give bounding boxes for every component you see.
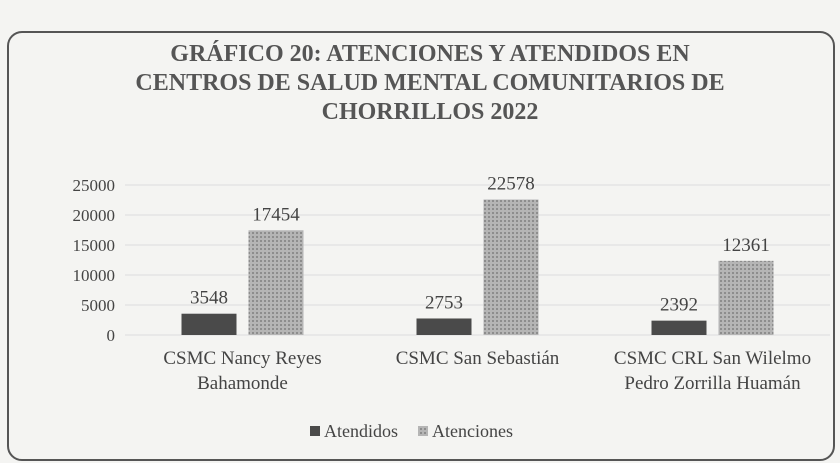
bar — [651, 320, 707, 335]
legend-swatch — [310, 426, 320, 436]
y-tick-label: 0 — [107, 326, 116, 345]
bar — [483, 199, 539, 335]
y-tick-label: 15000 — [73, 236, 116, 255]
y-tick-label: 25000 — [73, 176, 116, 195]
frame — [7, 31, 835, 461]
value-label: 2753 — [425, 292, 463, 313]
chart-title: GRÁFICO 20: ATENCIONES Y ATENDIDOS EN CE… — [135, 41, 725, 125]
bar — [248, 230, 304, 335]
y-tick-label: 10000 — [73, 266, 116, 285]
legend-label: Atenciones — [432, 421, 513, 441]
value-label: 22578 — [487, 174, 535, 195]
x-tick-label: CSMC CRL San Wilelmo Pedro Zorrilla Huamá… — [614, 348, 811, 394]
bar — [718, 260, 774, 335]
value-label: 3548 — [190, 288, 228, 309]
legend-label: Atendidos — [324, 421, 398, 441]
value-label: 17454 — [252, 204, 300, 225]
value-label: 2392 — [660, 295, 698, 316]
legend-swatch — [418, 426, 428, 436]
y-tick-label: 5000 — [81, 296, 115, 315]
x-tick-label: CSMC Nancy Reyes Bahamonde — [163, 348, 321, 394]
bar — [416, 318, 472, 335]
bar — [181, 313, 237, 335]
x-tick-label: CSMC San Sebastián — [396, 348, 560, 369]
value-label: 12361 — [722, 235, 770, 256]
y-tick-label: 20000 — [73, 206, 116, 225]
